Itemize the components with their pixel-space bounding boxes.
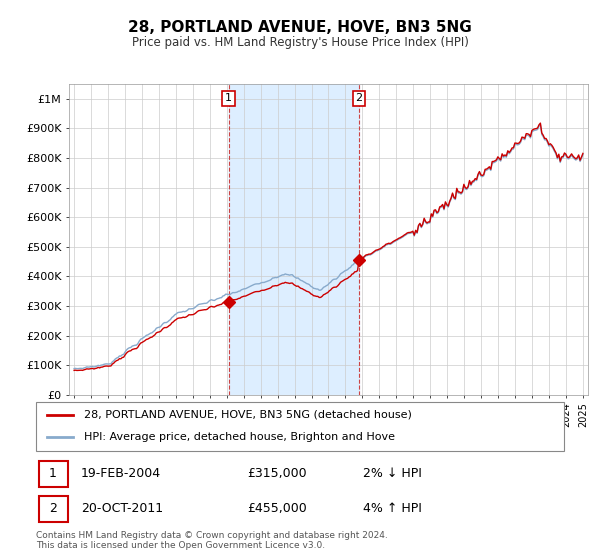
Text: 2: 2 (49, 502, 57, 515)
Text: 2: 2 (355, 94, 362, 104)
Text: HPI: Average price, detached house, Brighton and Hove: HPI: Average price, detached house, Brig… (83, 432, 395, 442)
Text: 20-OCT-2011: 20-OCT-2011 (81, 502, 163, 515)
Text: 1: 1 (49, 468, 57, 480)
Text: £455,000: £455,000 (247, 502, 307, 515)
Text: 28, PORTLAND AVENUE, HOVE, BN3 5NG (detached house): 28, PORTLAND AVENUE, HOVE, BN3 5NG (deta… (83, 410, 412, 420)
FancyBboxPatch shape (38, 461, 68, 487)
Text: 4% ↑ HPI: 4% ↑ HPI (364, 502, 422, 515)
Text: 1: 1 (225, 94, 232, 104)
Text: Contains HM Land Registry data © Crown copyright and database right 2024.
This d: Contains HM Land Registry data © Crown c… (36, 531, 388, 550)
FancyBboxPatch shape (36, 402, 564, 451)
Bar (229, 84, 359, 395)
Text: 2% ↓ HPI: 2% ↓ HPI (364, 468, 422, 480)
Text: Price paid vs. HM Land Registry's House Price Index (HPI): Price paid vs. HM Land Registry's House … (131, 36, 469, 49)
FancyBboxPatch shape (38, 496, 68, 521)
Text: 19-FEB-2004: 19-FEB-2004 (81, 468, 161, 480)
Text: 28, PORTLAND AVENUE, HOVE, BN3 5NG: 28, PORTLAND AVENUE, HOVE, BN3 5NG (128, 20, 472, 35)
Text: £315,000: £315,000 (247, 468, 307, 480)
